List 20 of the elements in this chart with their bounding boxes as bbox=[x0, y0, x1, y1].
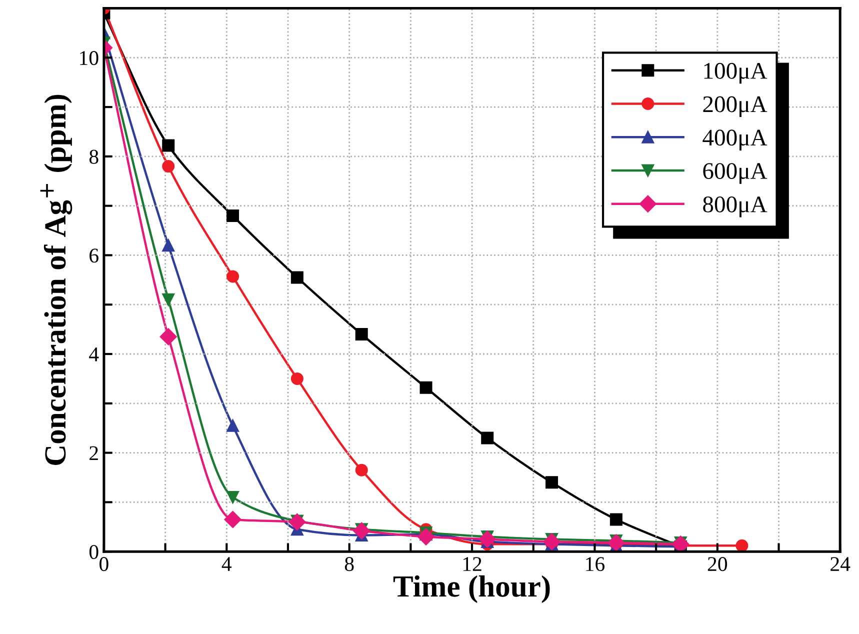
x-axis-title: Time (hour) bbox=[393, 575, 550, 604]
y-tick-label: 6 bbox=[90, 248, 98, 263]
x-tick-label: 12 bbox=[463, 557, 482, 571]
x-tick-label: 8 bbox=[344, 557, 354, 572]
y-tick-label: 2 bbox=[90, 446, 98, 460]
x-tick-label: 20 bbox=[708, 557, 728, 572]
x-tick-label: 0 bbox=[100, 557, 108, 572]
legend-label: 600μA bbox=[703, 163, 768, 184]
x-tick-label: 4 bbox=[222, 557, 232, 571]
y-axis-title: Concentration of Ag$^{+}$ (ppm) bbox=[40, 94, 72, 465]
y-tick-label: 8 bbox=[89, 150, 98, 164]
y-tick-label: 4 bbox=[89, 348, 99, 362]
y-tick-label: 0 bbox=[89, 544, 98, 560]
legend-label: 800μA bbox=[703, 196, 768, 218]
x-tick-label: 16 bbox=[586, 557, 605, 572]
legend-label: 400μA bbox=[702, 130, 768, 150]
y-tick-label: 10 bbox=[80, 51, 98, 66]
legend-label: 100μA bbox=[704, 62, 768, 84]
x-tick-label: 24 bbox=[830, 557, 850, 571]
legend-label: 200μA bbox=[703, 96, 768, 118]
